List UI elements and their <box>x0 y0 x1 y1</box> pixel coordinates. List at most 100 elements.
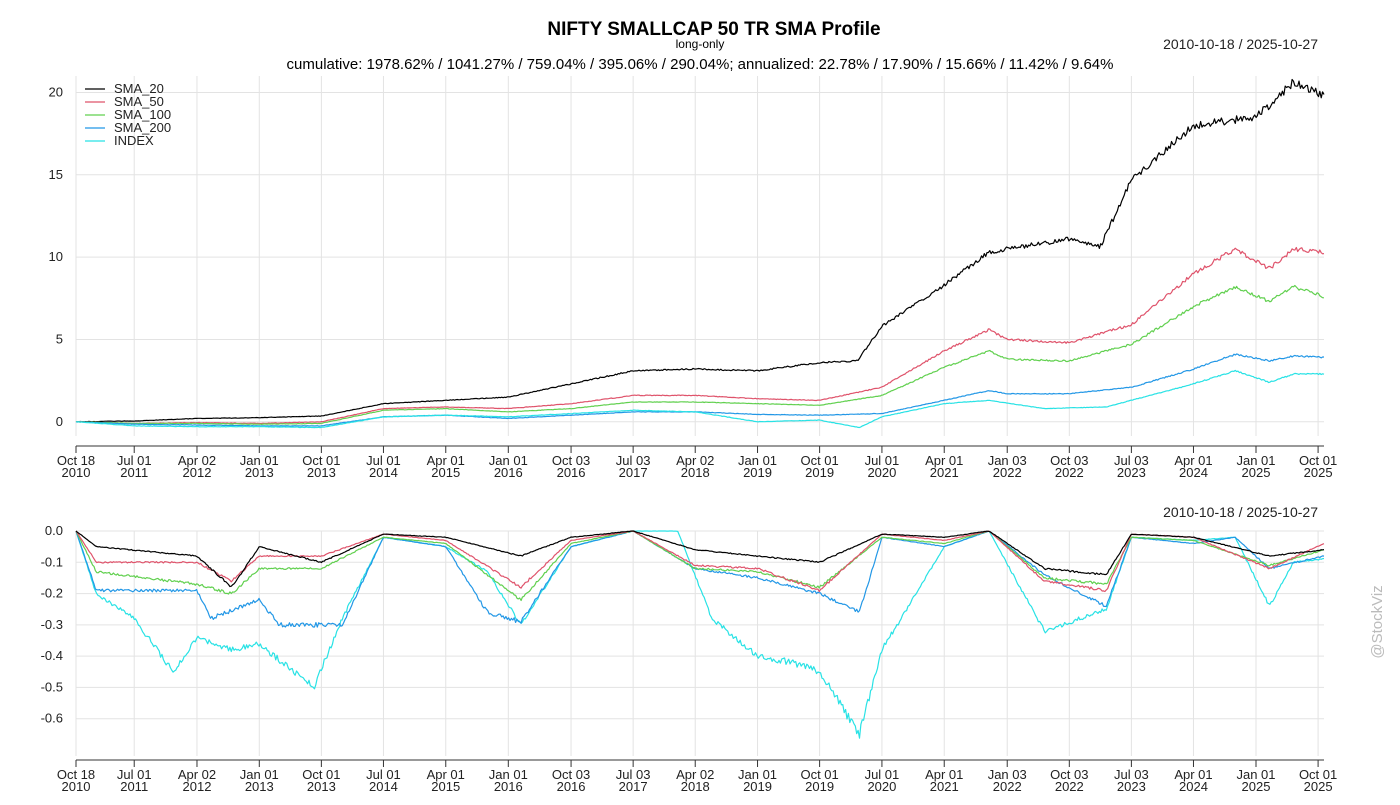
legend-label: INDEX <box>114 133 154 148</box>
x-tick-label-year: 2024 <box>1179 465 1208 480</box>
x-tick-label-year: 2025 <box>1242 779 1271 794</box>
x-tick-label-year: 2019 <box>743 465 772 480</box>
y-tick-label: -0.3 <box>41 617 63 632</box>
x-tick-label-year: 2020 <box>867 779 896 794</box>
x-tick-label: Apr 01 <box>427 453 465 468</box>
y-tick-label: -0.6 <box>41 711 63 726</box>
x-tick-label: Oct 01 <box>1299 767 1337 782</box>
x-tick-label: Oct 18 <box>57 767 95 782</box>
chart-title: NIFTY SMALLCAP 50 TR SMA Profile <box>547 19 880 40</box>
x-tick-label-year: 2014 <box>369 779 398 794</box>
x-tick-label: Jul 01 <box>117 767 152 782</box>
x-tick-label-year: 2021 <box>930 465 959 480</box>
x-tick-label: Jan 01 <box>1236 453 1275 468</box>
x-tick-label-year: 2016 <box>557 465 586 480</box>
x-tick-label-year: 2019 <box>743 779 772 794</box>
x-tick-label: Jan 01 <box>489 453 528 468</box>
y-tick-label: -0.4 <box>41 648 63 663</box>
y-tick-label: -0.2 <box>41 586 63 601</box>
bottom-date-range: 2010-10-18 / 2025-10-27 <box>1163 504 1318 520</box>
x-tick-label: Oct 18 <box>57 453 95 468</box>
x-tick-label: Jul 01 <box>366 453 401 468</box>
x-tick-label-year: 2018 <box>681 465 710 480</box>
x-tick-label: Oct 01 <box>800 767 838 782</box>
x-tick-label-year: 2023 <box>1117 779 1146 794</box>
legend-label: SMA_200 <box>114 120 171 135</box>
x-tick-label-year: 2022 <box>993 779 1022 794</box>
x-tick-label: Oct 01 <box>1299 453 1337 468</box>
x-tick-label: Oct 03 <box>1050 453 1088 468</box>
x-tick-label: Oct 03 <box>552 767 590 782</box>
x-tick-label: Jul 03 <box>616 453 651 468</box>
x-tick-label-year: 2025 <box>1304 465 1333 480</box>
x-tick-label: Oct 03 <box>1050 767 1088 782</box>
x-tick-label-year: 2010 <box>62 779 91 794</box>
x-tick-label-year: 2012 <box>183 779 212 794</box>
x-tick-label: Apr 01 <box>1174 453 1212 468</box>
y-tick-label: -0.5 <box>41 679 63 694</box>
x-tick-label-year: 2010 <box>62 465 91 480</box>
x-tick-label: Apr 01 <box>925 453 963 468</box>
stats-line: cumulative: 1978.62% / 1041.27% / 759.04… <box>287 56 1114 73</box>
x-tick-label-year: 2020 <box>867 465 896 480</box>
legend-label: SMA_100 <box>114 107 171 122</box>
x-tick-label-year: 2013 <box>245 465 274 480</box>
x-tick-label-year: 2011 <box>120 779 148 794</box>
top-date-range: 2010-10-18 / 2025-10-27 <box>1163 36 1318 52</box>
x-tick-label: Apr 01 <box>427 767 465 782</box>
x-tick-label-year: 2022 <box>1055 465 1084 480</box>
x-tick-label-year: 2012 <box>183 465 212 480</box>
x-tick-label-year: 2015 <box>431 465 460 480</box>
x-tick-label-year: 2021 <box>930 779 959 794</box>
y-tick-label: 15 <box>49 167 63 182</box>
y-tick-label: -0.1 <box>41 554 63 569</box>
x-tick-label: Jul 03 <box>616 767 651 782</box>
x-tick-label: Jan 01 <box>738 767 777 782</box>
x-tick-label-year: 2022 <box>1055 779 1084 794</box>
series-line-sma-100 <box>75 530 1325 602</box>
x-tick-label: Jul 03 <box>1114 453 1149 468</box>
x-tick-label-year: 2019 <box>805 465 834 480</box>
x-tick-label: Jan 01 <box>240 453 279 468</box>
x-tick-label-year: 2016 <box>494 465 523 480</box>
x-tick-label: Jan 01 <box>240 767 279 782</box>
x-tick-label-year: 2019 <box>805 779 834 794</box>
x-tick-label-year: 2011 <box>120 465 148 480</box>
watermark: @StockViz <box>1369 585 1386 658</box>
series-line-index <box>75 530 1325 739</box>
series-line-sma-100 <box>75 284 1325 425</box>
x-tick-label: Jan 01 <box>489 767 528 782</box>
x-tick-label: Oct 03 <box>552 453 590 468</box>
x-tick-label-year: 2014 <box>369 465 398 480</box>
x-tick-label: Apr 02 <box>178 453 216 468</box>
x-tick-label-year: 2013 <box>307 465 336 480</box>
series-line-sma-200 <box>75 530 1325 628</box>
x-tick-label: Jul 01 <box>366 767 401 782</box>
y-tick-label: 5 <box>56 331 63 346</box>
x-tick-label: Oct 01 <box>800 453 838 468</box>
x-tick-label-year: 2015 <box>431 779 460 794</box>
chart-subtitle: long-only <box>676 37 725 51</box>
x-tick-label-year: 2016 <box>494 779 523 794</box>
x-tick-label: Jan 01 <box>738 453 777 468</box>
series-line-sma-50 <box>75 530 1325 593</box>
x-tick-label: Oct 01 <box>302 453 340 468</box>
x-tick-label: Jan 03 <box>988 453 1027 468</box>
x-tick-label: Apr 01 <box>1174 767 1212 782</box>
x-tick-label-year: 2013 <box>245 779 274 794</box>
x-tick-label: Jul 01 <box>117 453 152 468</box>
y-tick-label: 0.0 <box>45 523 63 538</box>
y-tick-label: 20 <box>49 84 63 99</box>
legend-label: SMA_50 <box>114 94 164 109</box>
x-tick-label-year: 2016 <box>557 779 586 794</box>
y-tick-label: 0 <box>56 414 63 429</box>
series-line-sma-200 <box>75 353 1324 427</box>
series-line-sma-20 <box>75 78 1325 423</box>
y-tick-label: 10 <box>49 249 63 264</box>
x-tick-label: Apr 02 <box>676 767 714 782</box>
